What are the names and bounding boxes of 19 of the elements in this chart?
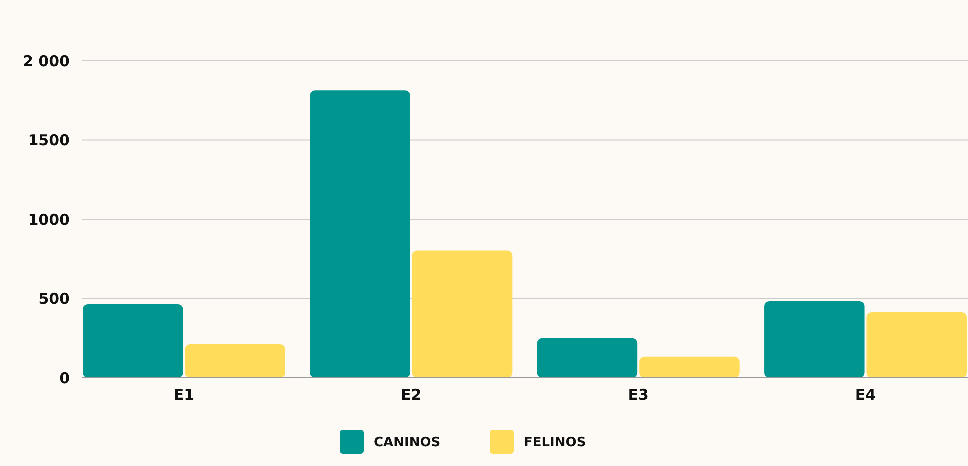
bar [412, 250, 513, 378]
y-tick-label: 1000 [28, 210, 70, 229]
bar [185, 344, 286, 378]
bar [83, 304, 184, 378]
bar [640, 356, 740, 378]
bar [764, 301, 865, 378]
legend-label: FELINOS [524, 436, 586, 451]
y-tick-label: 2 000 [23, 52, 70, 70]
legend-label: CANINOS [374, 436, 441, 451]
x-tick-label: E1 [174, 386, 195, 404]
bar [310, 90, 410, 378]
y-tick-label: 0 [60, 369, 70, 388]
x-tick-label: E3 [628, 386, 649, 404]
x-tick-label: E4 [855, 386, 876, 404]
bar [537, 338, 638, 378]
y-tick-label: 500 [38, 290, 70, 308]
y-tick-label: 1500 [28, 132, 70, 150]
bar [866, 312, 967, 378]
x-tick-label: E2 [401, 386, 422, 404]
